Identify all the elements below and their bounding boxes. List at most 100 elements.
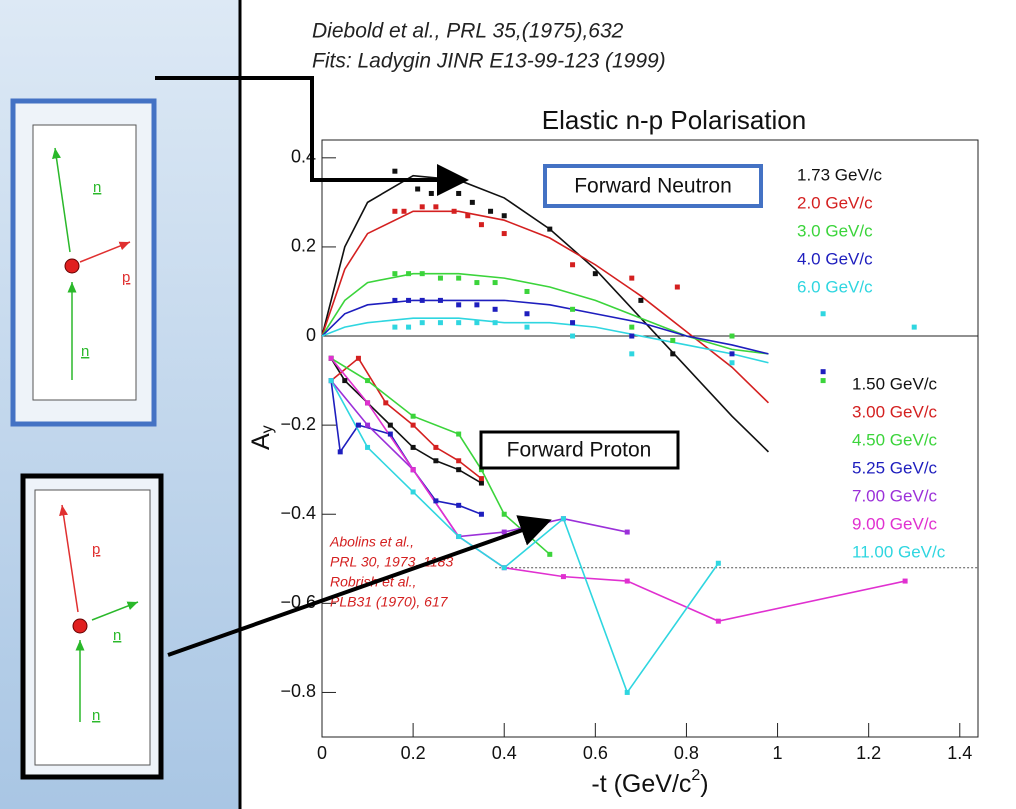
data-point [478, 511, 484, 517]
data-point [547, 226, 553, 232]
data-point [456, 275, 462, 281]
data-point [478, 480, 484, 486]
data-point [478, 222, 484, 228]
data-point [428, 190, 434, 196]
particle-label: n [81, 343, 89, 360]
header-line: Fits: Ladygin JINR E13-99-123 (1999) [312, 50, 666, 73]
arrow [59, 504, 79, 613]
particle-label: n [92, 707, 100, 724]
legend-entry: 2.0 GeV/c [797, 193, 873, 212]
annotation: Abolins et al., [329, 534, 414, 550]
data-point [547, 551, 553, 557]
data-point [729, 351, 735, 357]
y-tick-label: 0.4 [291, 147, 316, 167]
data-point [401, 208, 407, 214]
data-point [478, 476, 484, 482]
data-point [433, 204, 439, 210]
particle-label: p [92, 541, 100, 558]
x-tick-label: 1 [773, 743, 783, 763]
data-point [488, 208, 494, 214]
legend-entry: 4.0 GeV/c [797, 249, 873, 268]
legend-entry: 11.00 GeV/c [852, 542, 946, 561]
x-tick-label: 0.4 [492, 743, 517, 763]
label-box [543, 164, 763, 208]
data-point [456, 458, 462, 464]
data-point [415, 186, 421, 192]
x-tick-label: 1.2 [856, 743, 881, 763]
data-point [337, 449, 343, 455]
data-point [729, 360, 735, 366]
data-point [501, 231, 507, 237]
data-point [715, 560, 721, 566]
legend-entry: 7.00 GeV/c [852, 486, 938, 505]
data-point [902, 578, 908, 584]
diagram-proton: p n n [20, 473, 164, 780]
legend-entry: 9.00 GeV/c [852, 514, 938, 533]
particle-label: n [113, 627, 121, 644]
data-point [501, 511, 507, 517]
data-point [524, 324, 530, 330]
boxed-label: Forward Proton [507, 439, 652, 462]
data-point [474, 320, 480, 326]
data-point [729, 333, 735, 339]
data-point [456, 502, 462, 508]
data-point [392, 271, 398, 277]
y-axis-label: Ay [247, 425, 277, 450]
data-point [456, 431, 462, 437]
data-point [570, 333, 576, 339]
data-point [410, 413, 416, 419]
data-point [456, 467, 462, 473]
data-point [629, 351, 635, 357]
data-point [365, 422, 371, 428]
data-point [410, 444, 416, 450]
data-point [410, 467, 416, 473]
data-point [392, 324, 398, 330]
y-tick-label: −0.2 [280, 414, 316, 434]
fit-curve [321, 299, 769, 355]
data-point [406, 297, 412, 303]
diagram-neutron: n p n [10, 98, 157, 427]
data-point [715, 618, 721, 624]
diagram-inner [34, 489, 151, 766]
data-point [410, 489, 416, 495]
particle-label: p [122, 269, 130, 286]
data-point [419, 320, 425, 326]
x-tick-label: 0.8 [674, 743, 699, 763]
legend-entry: 1.50 GeV/c [852, 374, 938, 393]
data-point [474, 280, 480, 286]
label-box [479, 430, 680, 470]
data-point [670, 337, 676, 343]
data-point [820, 378, 826, 384]
data-point [365, 378, 371, 384]
data-point [410, 422, 416, 428]
data-point [433, 498, 439, 504]
data-point [501, 529, 507, 535]
data-point [433, 458, 439, 464]
data-point [456, 302, 462, 308]
legend-entry: 1.73 GeV/c [797, 165, 883, 184]
data-point [624, 578, 630, 584]
plot-frame [321, 139, 979, 738]
data-point [624, 529, 630, 535]
data-point [355, 422, 361, 428]
data-point [419, 204, 425, 210]
data-point [465, 213, 471, 219]
fit-curve [321, 317, 769, 364]
series-line [330, 357, 482, 484]
data-point [437, 275, 443, 281]
x-tick-label: 0 [317, 743, 327, 763]
data-point [328, 355, 334, 361]
data-point [629, 333, 635, 339]
data-point [392, 297, 398, 303]
data-point [570, 262, 576, 268]
data-point [365, 444, 371, 450]
x-axis-label: -t (GeV/c2) [591, 767, 708, 797]
legend-entry: 3.0 GeV/c [797, 221, 873, 240]
series-line [330, 380, 719, 695]
data-point [419, 297, 425, 303]
data-point [524, 288, 530, 294]
vertex [64, 258, 80, 274]
data-point [820, 369, 826, 375]
y-tick-label: 0.2 [291, 236, 316, 256]
data-point [638, 297, 644, 303]
